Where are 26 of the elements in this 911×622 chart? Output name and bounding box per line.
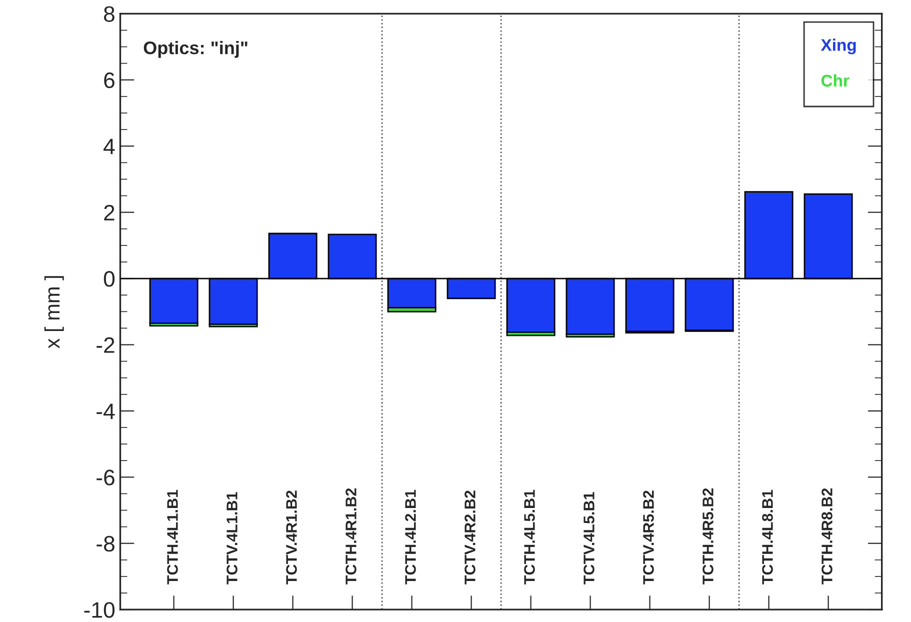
x-tick-label: TCTV.4R5.B2 bbox=[643, 490, 654, 584]
x-tick-label: TCTH.4L2.B1 bbox=[405, 490, 416, 584]
x-tick-label: TCTH.4R5.B2 bbox=[702, 488, 714, 584]
y-tick-label: 6 bbox=[104, 72, 114, 88]
x-tick-label: TCTH.4L8.B1 bbox=[762, 490, 773, 584]
y-tick-label: 8 bbox=[104, 6, 114, 22]
x-tick-label: TCTH.4L1.B1 bbox=[167, 490, 178, 584]
x-tick-label: TCTV.4L1.B1 bbox=[226, 492, 238, 584]
text: Xing bbox=[820, 38, 856, 54]
x-tick-label: TCTH.4R8.B2 bbox=[822, 488, 832, 584]
y-tick-label: -4 bbox=[96, 404, 115, 419]
x-tick-label: TCTV.4R2.B2 bbox=[464, 490, 476, 584]
y-tick-label: 0 bbox=[104, 271, 115, 287]
x-tick-label: TCTH.4L5.B1 bbox=[524, 490, 535, 584]
y-tick-label: -6 bbox=[96, 470, 114, 486]
y-axis-title: x [ mm ] bbox=[44, 276, 64, 348]
y-tick-label: -8 bbox=[96, 536, 114, 552]
x-tick-label: TCTV.4R1.B2 bbox=[286, 490, 297, 584]
y-tick-label: 2 bbox=[104, 204, 114, 220]
annotation: Optics: "inj" bbox=[144, 41, 248, 58]
y-tick-label: -10 bbox=[84, 602, 115, 618]
y-tick-label: 4 bbox=[104, 138, 115, 154]
y-tick-label: -2 bbox=[96, 337, 114, 353]
x-tick-label: TCTV.4L5.B1 bbox=[584, 492, 594, 584]
x-tick-label: TCTH.4R1.B2 bbox=[346, 488, 356, 584]
text: Chr bbox=[821, 74, 850, 87]
